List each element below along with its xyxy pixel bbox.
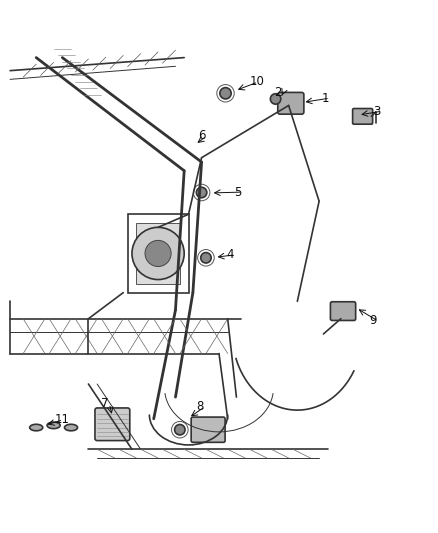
Circle shape [175, 424, 185, 435]
Text: 4: 4 [227, 248, 234, 261]
FancyBboxPatch shape [278, 92, 304, 114]
Ellipse shape [30, 424, 43, 431]
FancyBboxPatch shape [353, 109, 373, 124]
Ellipse shape [64, 424, 78, 431]
Circle shape [201, 253, 211, 263]
Ellipse shape [47, 422, 60, 429]
Text: 1: 1 [321, 92, 329, 104]
Text: 11: 11 [54, 413, 70, 426]
Text: 9: 9 [369, 314, 377, 327]
Text: 6: 6 [198, 130, 205, 142]
FancyBboxPatch shape [95, 408, 130, 441]
Text: 5: 5 [234, 185, 242, 199]
Circle shape [220, 87, 231, 99]
Text: 2: 2 [274, 86, 282, 99]
FancyBboxPatch shape [330, 302, 356, 320]
Text: 7: 7 [101, 397, 108, 410]
Text: 3: 3 [374, 104, 381, 118]
Circle shape [132, 228, 184, 279]
Circle shape [196, 187, 207, 198]
Circle shape [270, 94, 281, 104]
FancyBboxPatch shape [136, 223, 180, 284]
Text: 8: 8 [196, 400, 204, 413]
Circle shape [145, 240, 171, 266]
Text: 10: 10 [250, 76, 265, 88]
FancyBboxPatch shape [191, 417, 225, 442]
